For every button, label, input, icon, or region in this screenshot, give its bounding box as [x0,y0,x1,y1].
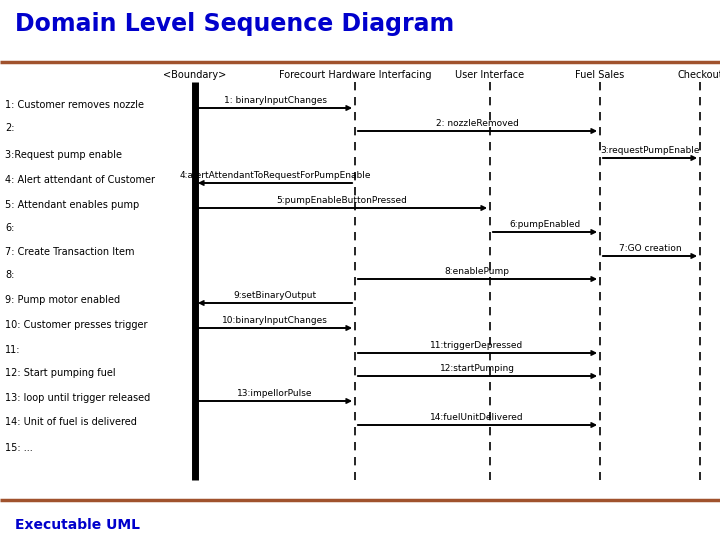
Text: 10: Customer presses trigger: 10: Customer presses trigger [5,320,148,330]
Text: 5:pumpEnableButtonPressed: 5:pumpEnableButtonPressed [276,196,408,205]
Text: 4:alertAttendantToRequestForPumpEnable: 4:alertAttendantToRequestForPumpEnable [179,171,371,180]
Text: User Interface: User Interface [456,70,525,80]
Text: Forecourt Hardware Interfacing: Forecourt Hardware Interfacing [279,70,431,80]
Text: Executable UML: Executable UML [15,518,140,532]
Text: 5: Attendant enables pump: 5: Attendant enables pump [5,200,139,210]
Text: 1: binaryInputChanges: 1: binaryInputChanges [223,96,326,105]
Text: 2: nozzleRemoved: 2: nozzleRemoved [436,119,518,128]
Text: 1: Customer removes nozzle: 1: Customer removes nozzle [5,100,144,110]
Text: 2:: 2: [5,123,14,133]
Text: 7: Create Transaction Item: 7: Create Transaction Item [5,247,135,257]
Text: 8:: 8: [5,270,14,280]
Text: 6:: 6: [5,223,14,233]
Text: 13: loop until trigger released: 13: loop until trigger released [5,393,150,403]
Text: 12: Start pumping fuel: 12: Start pumping fuel [5,368,116,378]
Text: 7:GO creation: 7:GO creation [618,244,681,253]
Text: 14: Unit of fuel is delivered: 14: Unit of fuel is delivered [5,417,137,427]
Text: 15: ...: 15: ... [5,443,32,453]
Text: 4: Alert attendant of Customer: 4: Alert attendant of Customer [5,175,155,185]
Text: Checkout: Checkout [678,70,720,80]
Text: Domain Level Sequence Diagram: Domain Level Sequence Diagram [15,12,454,36]
Text: 8:enablePump: 8:enablePump [444,267,510,276]
Text: 14:fuelUnitDelivered: 14:fuelUnitDelivered [430,413,524,422]
Text: 3:requestPumpEnable: 3:requestPumpEnable [600,146,700,155]
Text: Fuel Sales: Fuel Sales [575,70,625,80]
Text: 12:startPumping: 12:startPumping [439,364,515,373]
Text: 11:: 11: [5,345,20,355]
Text: 9: Pump motor enabled: 9: Pump motor enabled [5,295,120,305]
Text: 13:impellorPulse: 13:impellorPulse [238,389,312,398]
Text: 10:binaryInputChanges: 10:binaryInputChanges [222,316,328,325]
Text: 6:pumpEnabled: 6:pumpEnabled [509,220,580,229]
Text: 3:Request pump enable: 3:Request pump enable [5,150,122,160]
Text: 9:setBinaryOutput: 9:setBinaryOutput [233,291,317,300]
Text: <Boundary>: <Boundary> [163,70,227,80]
Text: 11:triggerDepressed: 11:triggerDepressed [431,341,523,350]
